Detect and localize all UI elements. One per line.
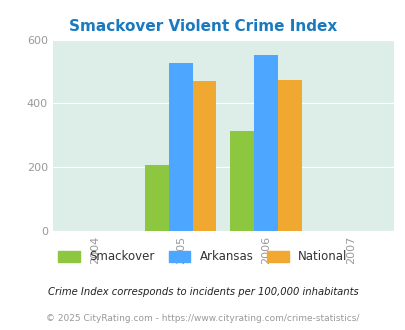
Bar [192,82,216,231]
Bar [277,80,301,231]
Bar [168,63,192,231]
Bar [230,131,254,231]
Text: Crime Index corresponds to incidents per 100,000 inhabitants: Crime Index corresponds to incidents per… [47,287,358,297]
Text: Smackover Violent Crime Index: Smackover Violent Crime Index [69,19,336,34]
Text: © 2025 CityRating.com - https://www.cityrating.com/crime-statistics/: © 2025 CityRating.com - https://www.city… [46,314,359,323]
Bar [145,165,168,231]
Legend: Smackover, Arkansas, National: Smackover, Arkansas, National [55,247,350,267]
Bar [254,55,277,231]
